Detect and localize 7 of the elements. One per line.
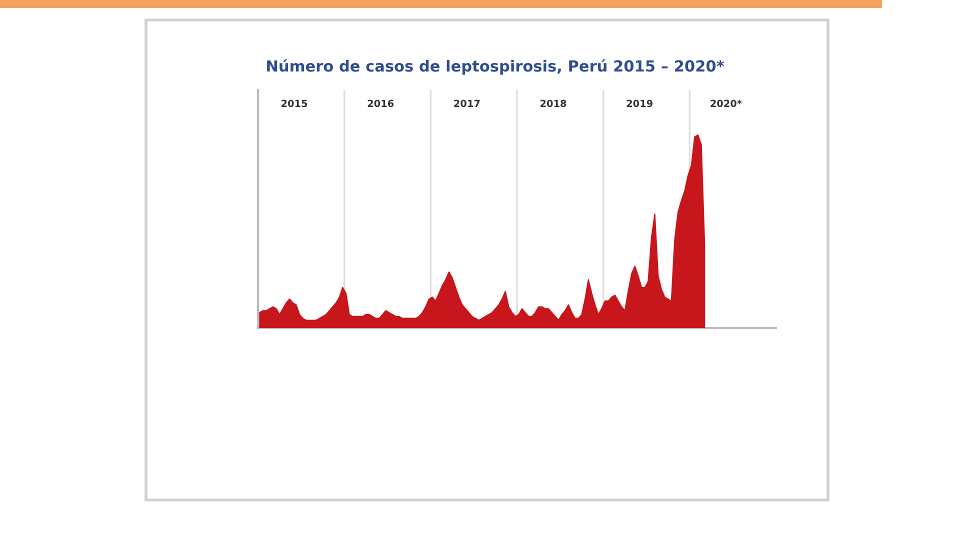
text: 2020* [710, 100, 742, 108]
chart-title: Número de casos de leptospirosis, Perú 2015 – 2020* [267, 59, 724, 75]
text: 2017 [454, 100, 480, 108]
text: 2015 [282, 100, 308, 108]
text: 2016 [368, 100, 394, 108]
text: 2018 [540, 100, 566, 108]
text: 2019 [626, 100, 652, 108]
